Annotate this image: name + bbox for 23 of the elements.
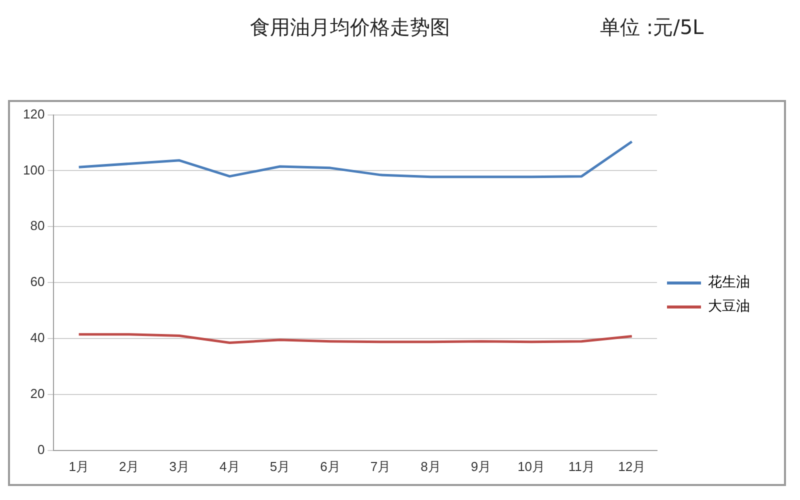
y-tick-label: 40 bbox=[30, 330, 45, 346]
x-tick-label: 4月 bbox=[220, 458, 240, 474]
x-tick-label: 5月 bbox=[270, 458, 290, 474]
x-tick-label: 12月 bbox=[618, 458, 646, 474]
x-tick-label: 11月 bbox=[568, 458, 595, 474]
y-tick-label: 120 bbox=[22, 106, 45, 122]
x-tick-label: 8月 bbox=[420, 458, 441, 474]
x-tick-label: 7月 bbox=[370, 458, 391, 474]
y-tick-label: 0 bbox=[37, 442, 45, 457]
y-tick-label: 20 bbox=[30, 386, 45, 402]
x-tick-label: 1月 bbox=[68, 458, 89, 474]
y-tick-label: 80 bbox=[30, 218, 45, 234]
x-tick-label: 6月 bbox=[320, 458, 340, 474]
legend-label: 大豆油 bbox=[708, 298, 750, 315]
x-tick-label: 2月 bbox=[118, 458, 140, 474]
text: 单位 :元/5L bbox=[600, 14, 704, 41]
x-tick-label: 9月 bbox=[470, 458, 492, 474]
legend-label: 花生油 bbox=[708, 274, 750, 291]
chart-title: 食用油月均价格走势图 bbox=[250, 14, 450, 41]
y-tick-label: 100 bbox=[22, 162, 45, 178]
x-tick-label: 3月 bbox=[169, 458, 190, 474]
x-tick-label: 10月 bbox=[518, 458, 546, 474]
y-tick-label: 60 bbox=[30, 274, 45, 290]
